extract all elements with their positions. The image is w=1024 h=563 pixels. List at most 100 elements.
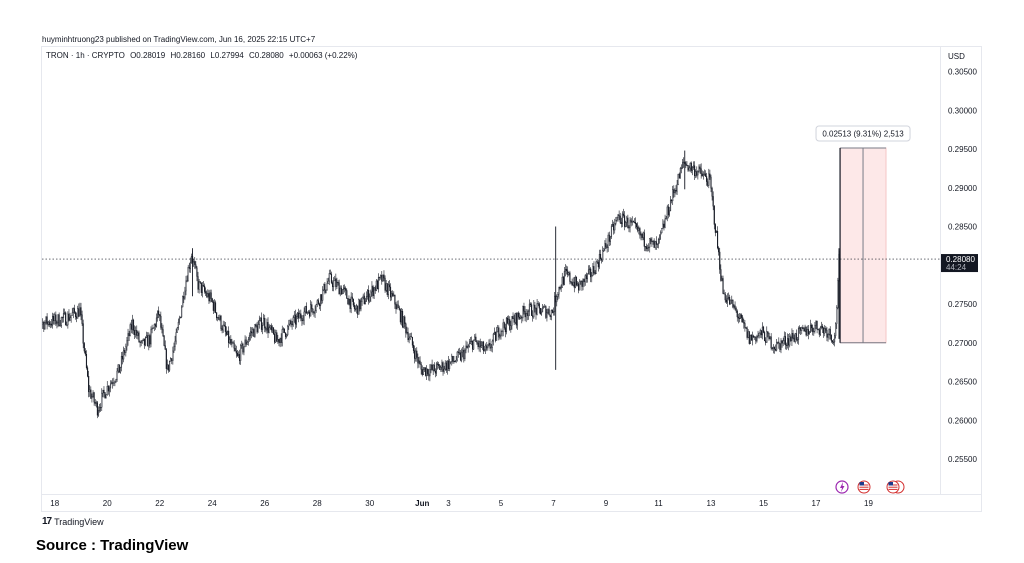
candle-body [298,312,300,319]
candle-body [486,345,488,349]
candle-body [618,214,620,217]
candle-body [194,261,196,265]
candle-body [827,334,829,338]
candle-body [454,361,456,363]
candle-body [197,276,199,290]
candle-body [383,274,385,279]
candle-body [596,261,598,263]
candle-body [187,266,189,282]
candle-body [548,309,550,316]
candle-body [805,326,807,336]
candle-body [396,304,398,310]
candle-body [819,327,821,335]
candle-body [391,293,393,298]
us-flag-icon[interactable] [886,480,905,494]
candle-body [669,199,672,212]
candle-body [617,214,619,218]
legend-symbol[interactable]: TRON · 1h · CRYPTO [46,51,125,60]
candle-body [249,331,252,336]
candle-body [676,184,678,192]
candle-body [616,217,618,221]
candle-body [70,315,72,318]
candle-body [453,361,455,363]
candle-body [563,270,565,285]
candle-body [258,320,260,325]
candle-body [712,196,714,207]
candle-body [337,282,339,284]
candle-body [689,163,691,169]
candle-body [52,315,54,326]
measure-label-box [815,125,911,142]
candle-body [461,351,463,361]
tradingview-logo[interactable]: 17 TradingView [42,516,104,527]
candle-body [129,324,131,337]
candle-body [213,302,215,311]
candle-body [303,311,305,321]
candle-body [216,312,218,319]
candle-body [522,306,524,319]
candle-body [774,348,777,351]
candle-body [370,291,372,298]
candle-body [428,373,430,377]
candle-body [231,342,233,345]
candle-body [163,335,165,346]
candle-body [485,345,487,350]
candle-body [824,328,826,334]
candle-body [779,343,781,350]
candle-body [357,305,359,315]
candle-body [703,173,705,175]
candle-body [796,339,798,341]
time-tick-label: 18 [50,499,59,508]
candle-body [227,330,229,335]
candle-body [511,316,513,326]
candle-body [59,325,61,327]
measure-tool[interactable]: 0.02513 (9.31%) 2,513 [815,125,911,344]
candle-body [387,284,389,295]
candle-body [444,362,446,370]
candle-body [501,330,503,332]
candle-body [410,336,412,338]
candle-body [150,329,152,345]
lightning-icon[interactable] [835,480,849,494]
candle-body [217,317,219,319]
candle-body [723,293,725,295]
candle-body [800,327,802,331]
candle-body [135,330,137,335]
candle-body [492,333,494,342]
candle-body [725,299,727,303]
candle-body [170,358,172,362]
candle-body [654,241,656,248]
candle-body [765,340,767,343]
candle-body [427,368,429,375]
candle-body [318,303,320,307]
source-caption: Source : TradingView [36,537,189,554]
candle-body [78,308,80,317]
candle-body [633,221,635,223]
candle-body [564,269,567,272]
candle-body [700,168,702,174]
events-row[interactable] [835,480,905,494]
candle-body [162,329,164,337]
currency-label[interactable]: USD [948,52,965,61]
candle-body [498,327,500,338]
candle-body [265,327,267,331]
time-tick-label: 24 [208,499,217,508]
price-tick-label: 0.30000 [948,106,977,115]
time-axis[interactable]: 18 20 22 24 26 28 30 Jun 3 5 7 9 11 13 15 17 19 [50,499,873,508]
candle-body [595,261,597,274]
candle-body [307,311,310,313]
candle-body [405,323,407,334]
candle-body [605,243,607,248]
candle-body [732,299,734,308]
candle-body [103,389,105,393]
candle-body [313,312,315,314]
candle-body [455,359,457,362]
candle-body [474,336,476,341]
candle-body [756,335,758,342]
candle-body [89,389,91,393]
us-flag-icon[interactable] [857,480,871,494]
candle-body [290,320,292,325]
candle-body [631,221,633,223]
candle-body [820,325,823,328]
